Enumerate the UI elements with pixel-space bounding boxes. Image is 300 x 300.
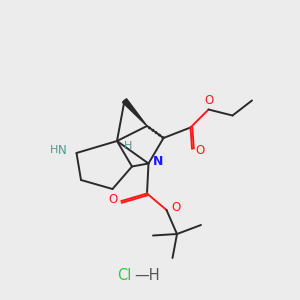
Text: O: O <box>196 144 205 158</box>
Text: O: O <box>205 94 214 107</box>
Text: O: O <box>109 193 118 206</box>
Text: N: N <box>58 143 67 157</box>
Polygon shape <box>122 99 147 126</box>
Text: O: O <box>171 201 180 214</box>
Text: H: H <box>124 141 133 152</box>
Text: N: N <box>153 154 163 168</box>
Text: H: H <box>50 145 58 155</box>
Text: —H: —H <box>134 268 160 283</box>
Text: Cl: Cl <box>117 268 132 283</box>
